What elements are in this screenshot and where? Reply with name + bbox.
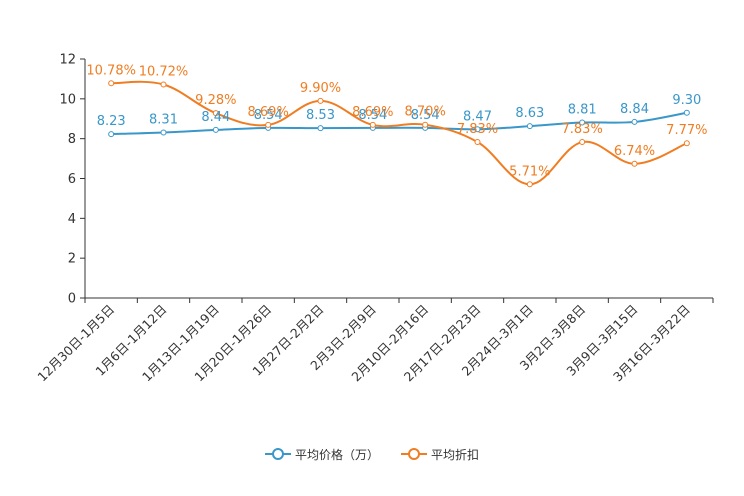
data-labels: 8.23 8.31 8.44 8.54 8.53 8.54 8.54 8.47 8.63 8.81… (86, 63, 707, 179)
y-tick-label: 8 (68, 132, 76, 147)
y-tick-label: 10 (59, 92, 76, 107)
data-label-discount: 5.71% (509, 164, 550, 179)
data-point-discount (526, 181, 533, 188)
legend-label-price: 平均价格（万） (294, 447, 379, 462)
data-label-discount: 10.72% (139, 64, 189, 79)
legend-line-circle-icon (264, 448, 291, 460)
data-point-price (317, 125, 324, 132)
data-point-discount (474, 139, 481, 146)
data-label-discount: 9.28% (195, 93, 236, 108)
line-chart: 02468101212月30日-1月5日1月6日-1月12日1月13日-1月19… (34, 53, 714, 384)
data-point-discount (683, 140, 690, 147)
data-point-discount (160, 81, 167, 88)
y-tick-label: 12 (59, 53, 76, 68)
data-point-price (683, 109, 690, 116)
legend-line-circle-icon (401, 448, 427, 460)
series-lines (108, 80, 690, 188)
data-label-discount: 8.70% (405, 105, 446, 120)
data-label-price: 8.54 (254, 108, 283, 123)
data-label-discount: 8.69% (248, 105, 289, 120)
data-point-discount (317, 97, 324, 104)
legend-item-discount[interactable]: 平均折扣 (401, 446, 479, 463)
data-label-price: 8.47 (463, 109, 492, 124)
data-label-discount: 9.90% (300, 81, 341, 96)
data-point-discount (422, 121, 429, 128)
legend: 平均价格（万） 平均折扣 (0, 444, 744, 464)
data-point-discount (265, 121, 272, 128)
y-tick-label: 4 (68, 212, 76, 227)
data-label-price: 8.53 (306, 108, 335, 123)
y-tick-label: 2 (68, 252, 76, 267)
data-point-price (631, 118, 638, 125)
data-point-price (212, 126, 219, 133)
axes: 02468101212月30日-1月5日1月6日-1月12日1月13日-1月19… (34, 53, 714, 384)
data-point-discount (212, 110, 219, 117)
data-label-price: 9.30 (672, 93, 701, 108)
data-point-discount (369, 121, 376, 128)
data-point-discount (108, 80, 115, 87)
data-label-discount: 6.74% (614, 144, 655, 159)
data-label-discount: 10.78% (86, 63, 136, 78)
data-label-discount: 7.83% (562, 122, 603, 137)
data-label-price: 8.23 (97, 114, 126, 129)
data-point-price (474, 126, 481, 133)
data-point-discount (579, 139, 586, 146)
data-label-price: 8.54 (411, 108, 440, 123)
data-point-price (579, 119, 586, 126)
data-label-price: 8.84 (620, 102, 649, 117)
data-label-price: 8.31 (149, 112, 178, 127)
data-label-discount: 7.77% (666, 123, 707, 138)
data-point-price (526, 123, 533, 130)
y-tick-label: 6 (68, 172, 76, 187)
y-tick-label: 0 (68, 292, 76, 307)
data-label-discount: 7.83% (457, 122, 498, 137)
data-point-price (160, 129, 167, 136)
data-point-discount (631, 160, 638, 167)
data-label-discount: 8.69% (352, 105, 393, 120)
legend-item-price[interactable]: 平均价格（万） (264, 446, 379, 463)
data-label-price: 8.44 (201, 110, 230, 125)
series-line-price (111, 111, 688, 136)
legend-label-discount: 平均折扣 (431, 447, 480, 462)
data-label-price: 8.81 (568, 103, 597, 118)
data-point-price (108, 131, 115, 138)
data-label-price: 8.63 (515, 106, 544, 121)
data-label-price: 8.54 (358, 108, 387, 123)
